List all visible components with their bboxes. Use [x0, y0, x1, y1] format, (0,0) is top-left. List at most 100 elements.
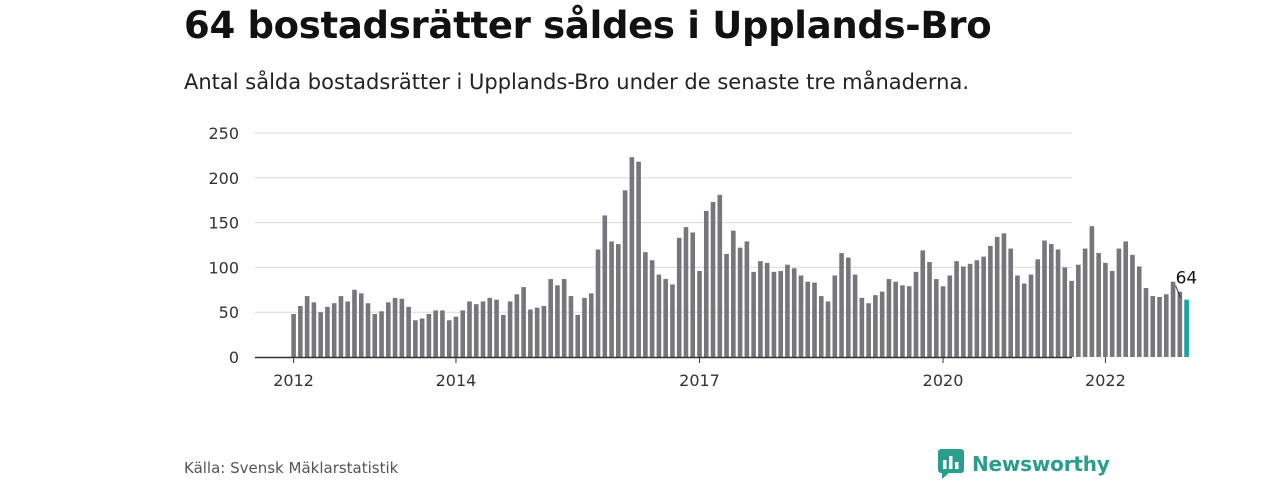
- bar: [1123, 241, 1128, 357]
- bar: [582, 297, 587, 357]
- bar: [433, 310, 438, 357]
- bar: [846, 257, 851, 357]
- bar: [927, 262, 932, 357]
- y-tick-label: 250: [208, 124, 239, 143]
- bar: [534, 307, 540, 357]
- bar: [805, 281, 811, 357]
- bar: [839, 253, 844, 357]
- bar: [818, 296, 824, 357]
- x-axis-ticks: 2012 2014 2017 2020 2022: [273, 357, 1126, 390]
- bar: [1116, 248, 1122, 357]
- bar: [1062, 267, 1068, 357]
- y-tick-label: 150: [208, 214, 239, 233]
- bar: [548, 279, 553, 357]
- bar: [467, 301, 472, 357]
- bar: [724, 253, 729, 357]
- bar: [440, 310, 445, 357]
- bar: [318, 312, 323, 357]
- bar: [859, 297, 865, 357]
- x-tick-label: 2014: [436, 371, 477, 390]
- x-tick-label: 2012: [273, 371, 314, 390]
- bar: [602, 215, 608, 357]
- y-tick-label: 200: [208, 169, 239, 188]
- bar: [676, 237, 682, 357]
- bar: [703, 210, 709, 357]
- bar: [1109, 270, 1115, 357]
- bar: [798, 275, 804, 357]
- bar: [588, 293, 594, 357]
- bar: [460, 310, 466, 357]
- bar: [358, 293, 364, 357]
- bar: [473, 304, 479, 357]
- bar: [1082, 248, 1088, 357]
- bar: [487, 297, 493, 357]
- bar: [501, 314, 506, 357]
- bar: [933, 279, 939, 357]
- bar: [906, 286, 912, 357]
- bar: [386, 302, 391, 357]
- newsworthy-logo[interactable]: Newsworthy: [938, 449, 1110, 479]
- bar: [325, 306, 330, 357]
- bar: [622, 190, 628, 357]
- bar: [1042, 240, 1047, 357]
- bar: [1136, 266, 1142, 357]
- bar: [595, 249, 601, 357]
- bar: [656, 274, 662, 357]
- bar: [710, 201, 716, 357]
- bar: [1157, 296, 1162, 357]
- bar: [399, 298, 405, 357]
- bar: [683, 227, 689, 357]
- bar: [778, 270, 783, 357]
- bar: [866, 303, 871, 357]
- x-tick-label: 2017: [679, 371, 720, 390]
- bar: [832, 275, 838, 357]
- bar: [453, 316, 459, 357]
- bar: [1069, 280, 1074, 357]
- bar: [555, 285, 560, 357]
- bar: [507, 301, 513, 357]
- bar: [758, 261, 763, 357]
- bar: [392, 297, 398, 357]
- bar: [331, 303, 337, 357]
- bar: [616, 244, 621, 357]
- bar: [365, 303, 371, 357]
- bar: [1015, 275, 1020, 357]
- data-label-leader: [1175, 285, 1182, 298]
- bar: [791, 268, 797, 357]
- bar: [961, 266, 966, 357]
- bar-highlight: [1184, 299, 1189, 357]
- bar: [298, 305, 303, 357]
- bar: [886, 279, 892, 357]
- bar: [1021, 283, 1027, 357]
- bar: [690, 232, 696, 357]
- bar: [338, 296, 344, 357]
- bar: [1076, 264, 1081, 357]
- y-tick-label: 100: [208, 258, 239, 277]
- bar: [1096, 253, 1101, 357]
- page-subtitle: Antal sålda bostadsrätter i Upplands-Bro…: [184, 70, 970, 94]
- bar: [609, 241, 614, 357]
- bar: [1170, 281, 1176, 357]
- bar: [345, 301, 351, 357]
- brand-name: Newsworthy: [972, 452, 1110, 476]
- bar: [893, 281, 898, 357]
- bar: [1089, 226, 1095, 357]
- bar: [528, 309, 533, 357]
- bar: [852, 274, 858, 357]
- bar: [291, 313, 296, 357]
- bar-chart-speech-bubble-icon: [938, 449, 964, 479]
- bar: [697, 270, 702, 357]
- bar: [480, 301, 486, 357]
- x-tick-label: 2020: [923, 371, 964, 390]
- bar: [636, 161, 641, 357]
- bar: [1028, 274, 1034, 357]
- bar: [873, 295, 878, 357]
- bar: [568, 296, 574, 357]
- bar: [1008, 248, 1013, 357]
- bar: [825, 301, 831, 357]
- data-label-latest: 64: [1176, 269, 1198, 289]
- y-axis-ticks: 0 50 100 150 200 250: [208, 124, 239, 367]
- bar: [514, 294, 520, 357]
- bar: [940, 286, 946, 357]
- bar: [920, 250, 926, 357]
